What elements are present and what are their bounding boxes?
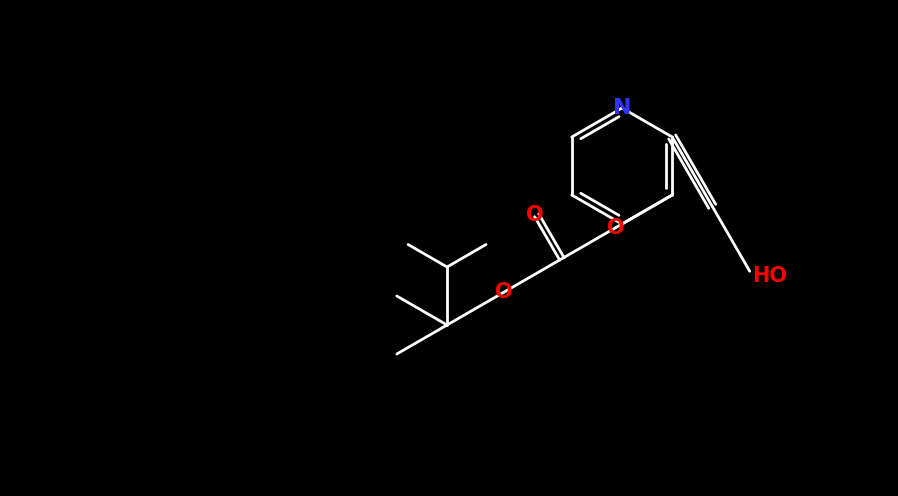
Text: N: N [612,98,631,118]
Text: O: O [607,218,625,238]
Text: O: O [495,283,512,303]
Text: HO: HO [753,266,788,286]
Text: O: O [526,205,543,225]
